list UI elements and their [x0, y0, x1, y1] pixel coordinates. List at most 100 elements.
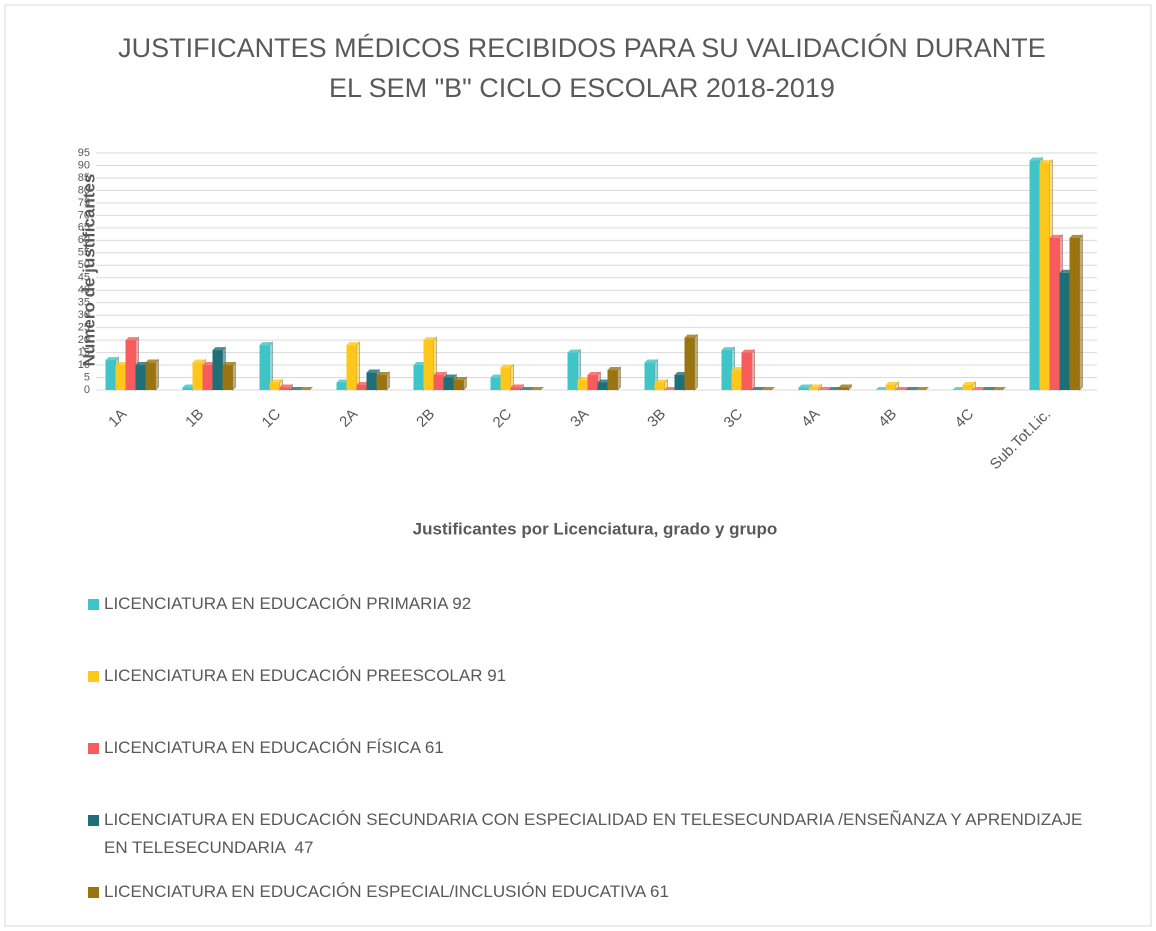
bar-top — [500, 364, 514, 368]
bar-top — [838, 384, 852, 388]
bar — [366, 372, 377, 390]
bar — [212, 350, 223, 390]
y-tick-label: 0 — [84, 384, 90, 396]
x-tick-label: 3C — [721, 406, 747, 432]
legend-item: LICENCIATURA EN EDUCACIÓN SECUNDARIA CON… — [88, 806, 1108, 862]
bar-top — [674, 372, 688, 376]
bar-top — [1039, 159, 1053, 163]
bar — [346, 345, 357, 390]
bar-side — [751, 348, 755, 392]
bar-top — [510, 384, 524, 388]
bar — [1069, 237, 1080, 390]
bar-top — [346, 342, 360, 346]
bar-top — [567, 349, 581, 353]
bar-top — [654, 379, 668, 383]
y-tick-label: 25 — [78, 322, 90, 334]
legend-item: LICENCIATURA EN EDUCACIÓN FÍSICA 61 — [88, 734, 1108, 762]
bar-side — [155, 358, 159, 392]
bar-side — [617, 365, 621, 392]
bar — [433, 375, 444, 390]
bar-top — [982, 387, 996, 390]
bar-top — [597, 379, 611, 383]
bar-top — [808, 384, 822, 388]
bar — [1049, 237, 1060, 390]
legend-label: LICENCIATURA EN EDUCACIÓN PREESCOLAR 91 — [104, 666, 507, 685]
x-tick-label: 4C — [952, 406, 978, 432]
bar-top — [1059, 269, 1073, 273]
bar-top — [376, 372, 390, 376]
bar — [105, 360, 116, 390]
chart-title: JUSTIFICANTES MÉDICOS RECIBIDOS PARA SU … — [118, 32, 1046, 63]
bar-top — [212, 347, 226, 351]
bar — [1029, 160, 1040, 390]
bar — [684, 337, 695, 390]
bar-side — [694, 333, 698, 392]
bar — [376, 375, 387, 390]
legend-item: LICENCIATURA EN EDUCACIÓN PRIMARIA 92 — [88, 590, 1108, 618]
bar — [259, 345, 270, 390]
x-tick-label: 2C — [490, 406, 516, 432]
bar — [125, 340, 136, 390]
y-tick-label: 75 — [78, 197, 90, 209]
bar-top — [530, 387, 544, 390]
y-tick-label: 45 — [78, 272, 90, 284]
bar — [838, 387, 849, 390]
x-tick-label: 1C — [259, 406, 285, 432]
bar-top — [885, 382, 899, 386]
bar-top — [721, 347, 735, 351]
y-tick-label: 30 — [78, 309, 90, 321]
bar — [336, 382, 347, 390]
y-tick-label: 85 — [78, 172, 90, 184]
bar-side — [1079, 233, 1083, 392]
x-tick-label: 2A — [336, 406, 361, 431]
bar-side — [232, 360, 236, 392]
bar-top — [1069, 234, 1083, 238]
legend-swatch — [88, 671, 99, 682]
bar — [731, 370, 742, 390]
bar — [674, 375, 685, 390]
y-tick-label: 15 — [78, 346, 90, 358]
bar — [279, 387, 290, 390]
bar — [453, 380, 464, 390]
x-tick-label: 3A — [567, 406, 592, 431]
bar — [115, 365, 126, 390]
bar — [423, 340, 434, 390]
bar-top — [798, 384, 812, 388]
bar-top — [972, 387, 986, 390]
bar-top — [895, 387, 909, 390]
y-tick-label: 90 — [78, 159, 90, 171]
bar — [808, 387, 819, 390]
bar-top — [741, 349, 755, 353]
bar-top — [751, 387, 765, 390]
bar-top — [915, 387, 929, 390]
bar-top — [289, 387, 303, 390]
bar-top — [905, 387, 919, 390]
bar — [443, 377, 454, 390]
bar-top — [299, 387, 313, 390]
bar-top — [761, 387, 775, 390]
bar-top — [644, 359, 658, 363]
y-tick-label: 50 — [78, 259, 90, 271]
legend-label: LICENCIATURA EN EDUCACIÓN SECUNDARIA CON… — [104, 810, 1088, 857]
bar-top — [587, 372, 601, 376]
bar — [222, 365, 233, 390]
bar-top — [453, 377, 467, 381]
bar-top — [828, 387, 842, 390]
bar-top — [269, 379, 283, 383]
legend-label: LICENCIATURA EN EDUCACIÓN ESPECIAL/INCLU… — [104, 882, 669, 901]
bar — [741, 352, 752, 390]
bar — [1039, 162, 1050, 390]
bar — [587, 375, 598, 390]
x-tick-label: 2B — [413, 406, 438, 431]
bar-top — [222, 362, 236, 366]
bar — [145, 362, 156, 390]
y-tick-label: 20 — [78, 334, 90, 346]
bar-side — [386, 370, 390, 392]
bar-top — [423, 337, 437, 341]
bar — [654, 382, 665, 390]
bar-top — [259, 342, 273, 346]
x-tick-label: 4A — [798, 406, 823, 431]
bar — [182, 387, 193, 390]
bar — [413, 365, 424, 390]
